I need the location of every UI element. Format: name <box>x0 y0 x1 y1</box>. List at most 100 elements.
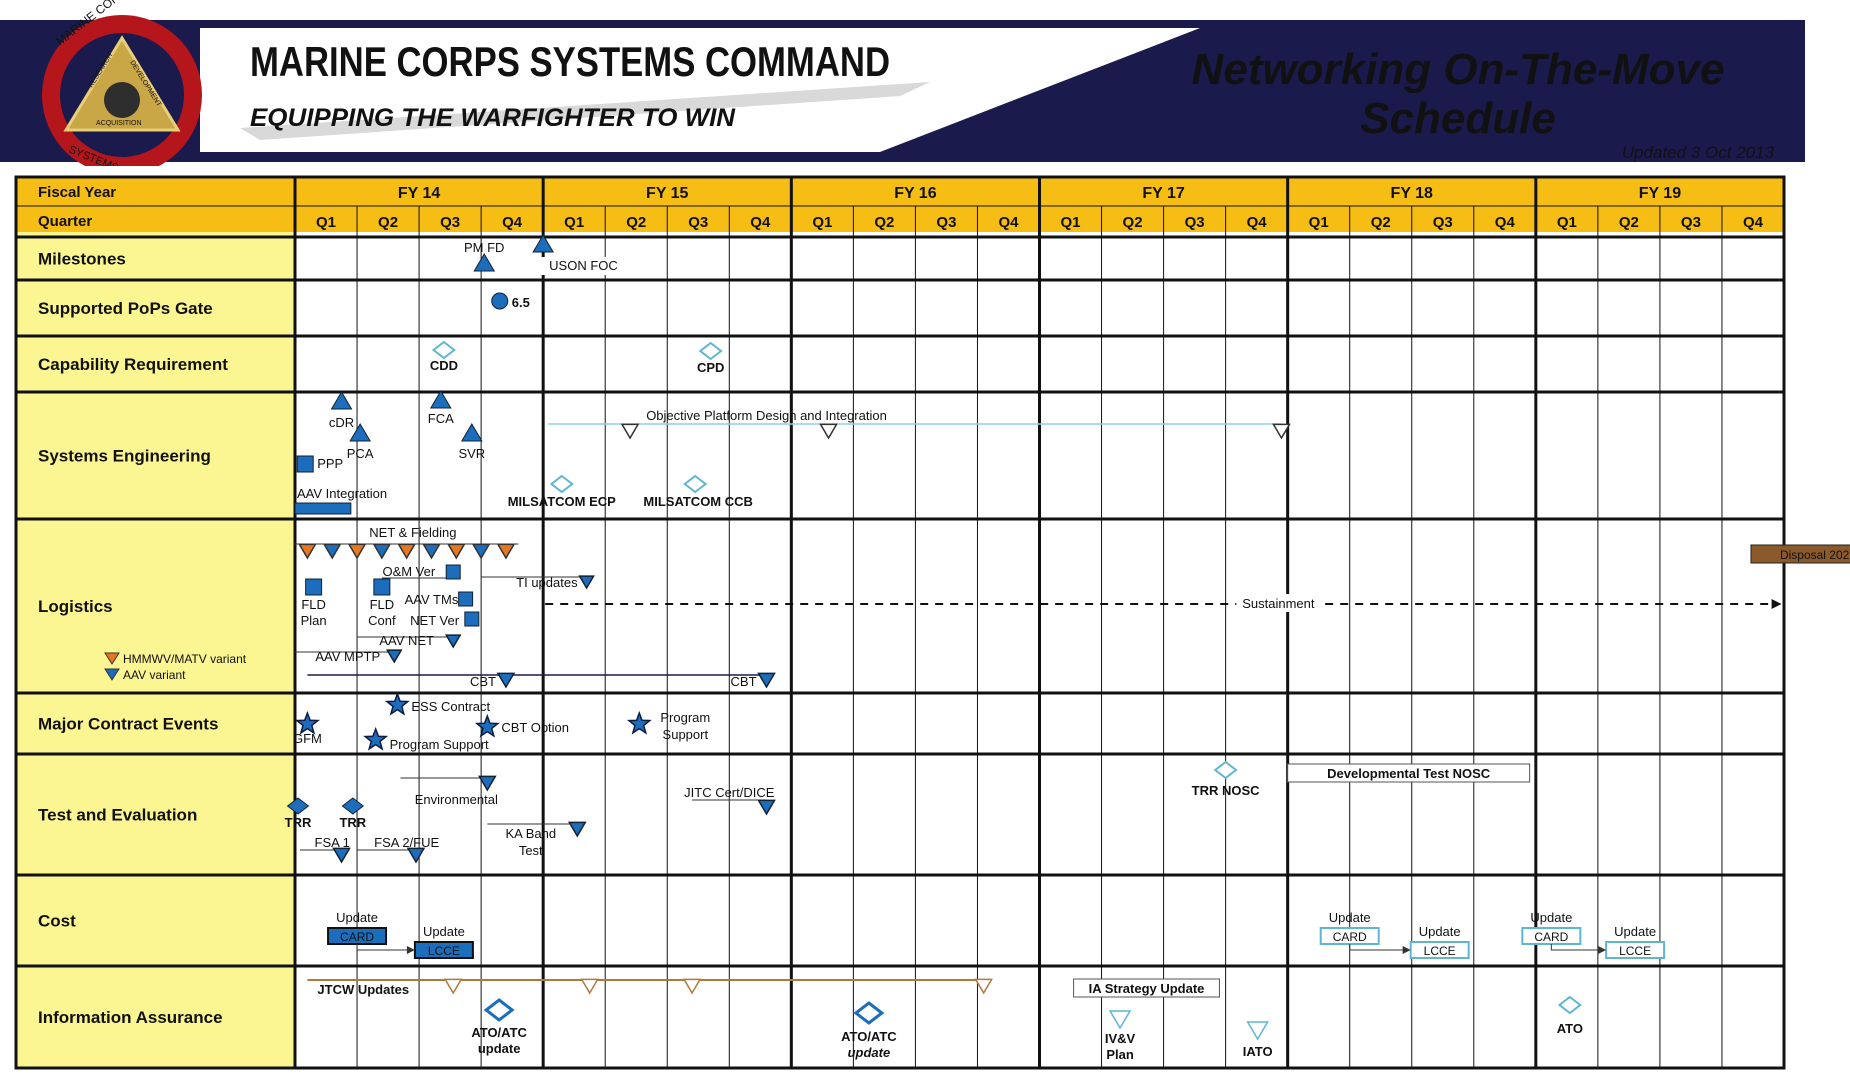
quarter-label: Quarter <box>38 213 92 230</box>
arrow-head-icon <box>1402 946 1411 954</box>
activity-label: Objective Platform Design and Integratio… <box>646 408 887 423</box>
activity-label: AAV Integration <box>297 486 387 501</box>
cost-note: Update <box>336 910 378 925</box>
legend-label: HMMWV/MATV variant <box>123 652 247 666</box>
arrow-head-icon <box>406 946 415 954</box>
milestone-triangle-down <box>478 775 497 792</box>
legend-marker <box>104 652 120 665</box>
event-label: PCA <box>347 446 374 461</box>
milestone-triangle-down <box>757 672 776 689</box>
activity-label-line1: KA Band <box>505 826 556 841</box>
milestone-triangle-down <box>496 543 516 560</box>
label-backing <box>523 257 644 275</box>
milestone-diamond <box>549 474 574 494</box>
fiscal-year-1: FY 14 <box>398 185 441 202</box>
activity-label: Sustainment <box>1242 596 1315 611</box>
quarter-4-4: Q4 <box>1247 214 1268 231</box>
activity-label: Environmental <box>415 792 498 807</box>
page-subtitle: Schedule <box>1360 94 1556 143</box>
cost-label: CARD <box>340 930 374 944</box>
activity-label: AAV NET <box>379 633 434 648</box>
milestone-triangle-down <box>580 978 600 995</box>
milestone-diamond <box>286 797 310 815</box>
event-label-line1: ATO/ATC <box>471 1025 527 1040</box>
fiscal-year-5: FY 18 <box>1391 185 1434 202</box>
activity-label: NET Ver <box>410 613 460 628</box>
quarter-5-2: Q2 <box>1371 214 1391 231</box>
header-banner: MARINE CORPS SYSTEMS COMMAND RESEARCH DE… <box>0 0 1850 166</box>
quarter-3-1: Q1 <box>812 214 832 231</box>
milestone-square <box>373 578 391 596</box>
activity-box <box>1073 978 1220 998</box>
label-backing <box>1236 594 1321 612</box>
quarter-1-2: Q2 <box>378 214 398 231</box>
quarter-5-1: Q1 <box>1309 214 1329 231</box>
activity-label-line2: Test <box>519 843 543 858</box>
milestone-triangle <box>349 423 372 442</box>
activity-label: JTCW Updates <box>317 982 409 997</box>
quarter-3-4: Q4 <box>998 214 1019 231</box>
milestone-triangle <box>460 423 483 442</box>
activity-label: FSA 2/FUE <box>374 835 439 850</box>
milestone-triangle-down <box>1272 423 1291 440</box>
milestone-triangle-down <box>385 649 403 664</box>
quarter-6-3: Q3 <box>1681 214 1701 231</box>
event-label-line2: Plan <box>301 613 327 628</box>
seal-icon: MARINE CORPS SYSTEMS COMMAND RESEARCH DE… <box>42 0 202 166</box>
milestone-diamond <box>853 1001 885 1025</box>
fiscal-year-4: FY 17 <box>1142 185 1185 202</box>
quarter-1-1: Q1 <box>316 214 336 231</box>
event-label-line2: Plan <box>1106 1047 1134 1062</box>
event-label: ATO <box>1557 1021 1583 1036</box>
milestone-triangle-down <box>567 821 587 838</box>
milestone-triangle-down <box>332 847 351 864</box>
milestone-triangle-down <box>422 543 441 560</box>
legend-marker <box>104 668 120 681</box>
milestone-triangle-down <box>496 672 516 689</box>
quarter-2-2: Q2 <box>626 214 646 231</box>
milestone-triangle-down <box>446 543 466 560</box>
event-label: USON FOC <box>549 258 618 273</box>
event-label: SVR <box>458 446 485 461</box>
header-band <box>16 177 1784 232</box>
activity-bar <box>294 502 352 515</box>
seal-inner-3: ACQUISITION <box>96 120 142 127</box>
event-label-line2: update <box>848 1045 891 1060</box>
row-label-4: Systems Engineering <box>38 447 211 466</box>
activity-label: NET & Fielding <box>369 525 456 540</box>
milestone-triangle <box>330 391 353 410</box>
event-label: FCA <box>428 411 454 426</box>
fiscal-year-6: FY 19 <box>1639 185 1682 202</box>
quarter-2-3: Q3 <box>688 214 708 231</box>
chart-grid: Fiscal Year Quarter FY 14 Q1 Q2 Q3 Q4 FY 15 Q1 Q2… <box>14 175 1786 1070</box>
event-label: cDR <box>329 415 354 430</box>
event-label: PM FD <box>464 240 504 255</box>
milestone-triangle-down <box>443 978 463 995</box>
tagline: EQUIPPING THE WARFIGHTER TO WIN <box>250 104 736 132</box>
quarter-4-1: Q1 <box>1061 214 1081 231</box>
milestone-triangle-down <box>1108 1010 1132 1030</box>
activity-label: AAV MPTP <box>315 649 380 664</box>
activity-box <box>1287 763 1531 783</box>
milestone-triangle-down <box>347 543 367 560</box>
disposal-label: Disposal 2021 <box>1780 548 1850 562</box>
activity-label-line1: Program <box>660 710 710 725</box>
milestone-triangle-down <box>974 978 993 995</box>
quarter-1-4: Q4 <box>502 214 523 231</box>
activity-label: FSA 1 <box>315 835 350 850</box>
row-label-1: Milestones <box>38 250 126 269</box>
pops-circle <box>491 292 509 310</box>
milestone-triangle-down <box>620 423 640 440</box>
milestone-diamond <box>1557 995 1582 1015</box>
activity-label: ESS Contract <box>411 699 490 714</box>
event-label-line1: FLD <box>370 597 395 612</box>
milestone-square <box>305 578 323 596</box>
event-label-line1: FLD <box>301 597 326 612</box>
quarter-2-1: Q1 <box>564 214 584 231</box>
fiscal-year-3: FY 16 <box>894 185 937 202</box>
milestone-triangle-down <box>444 634 462 649</box>
event-label: 6.5 <box>512 295 530 310</box>
legend-label: AAV variant <box>123 668 186 682</box>
cost-connector <box>1349 944 1409 951</box>
milestone-diamond <box>431 340 456 360</box>
